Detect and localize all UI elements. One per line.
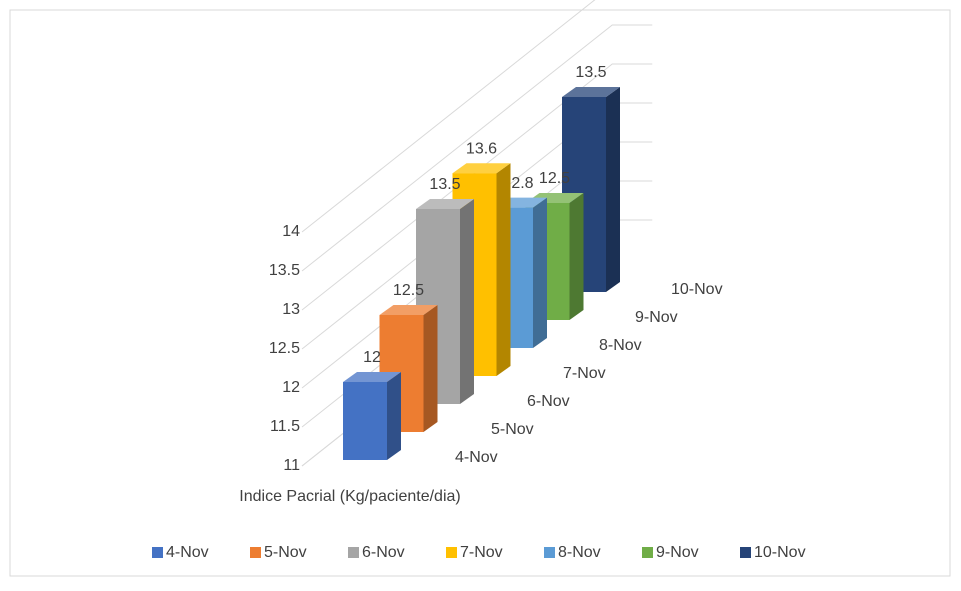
value-label: 13.5 <box>429 176 460 193</box>
bar-face <box>423 305 438 432</box>
value-label: 13.5 <box>575 64 606 81</box>
value-label: 12 <box>363 349 381 366</box>
y-tick-label: 11 <box>283 457 300 474</box>
bar-face <box>562 87 620 97</box>
legend-swatch <box>152 547 163 558</box>
bar-face <box>387 372 401 460</box>
depth-label: 4-Nov <box>455 449 498 466</box>
legend-swatch <box>348 547 359 558</box>
bar-face <box>343 382 387 460</box>
value-label: 13.6 <box>466 140 497 157</box>
value-label: 12.5 <box>539 170 570 187</box>
legend-label: 9-Nov <box>656 544 699 561</box>
legend-label: 4-Nov <box>166 544 209 561</box>
y-tick-label: 13.5 <box>269 262 300 279</box>
depth-label: 7-Nov <box>563 365 606 382</box>
bar-face <box>460 199 474 404</box>
bar-face <box>379 305 438 315</box>
legend-swatch <box>446 547 457 558</box>
y-tick-label: 13 <box>282 301 300 318</box>
bar-face <box>606 87 620 292</box>
y-tick-label: 12 <box>282 379 300 396</box>
bar-face <box>452 163 511 174</box>
legend-label: 5-Nov <box>264 544 307 561</box>
depth-label: 6-Nov <box>527 393 570 410</box>
grid-line <box>301 63 653 311</box>
legend-label: 6-Nov <box>362 544 405 561</box>
bar-face <box>533 197 547 348</box>
y-tick-label: 14 <box>282 223 300 240</box>
legend-swatch <box>740 547 751 558</box>
depth-label: 10-Nov <box>671 281 723 298</box>
legend-label: 10-Nov <box>754 544 806 561</box>
x-category-label: Indice Pacrial (Kg/paciente/dia) <box>239 488 460 505</box>
y-tick-label: 12.5 <box>269 340 300 357</box>
legend-label: 7-Nov <box>460 544 503 561</box>
bar-face <box>416 199 474 209</box>
depth-label: 5-Nov <box>491 421 534 438</box>
value-label: 12.5 <box>393 282 424 299</box>
legend-label: 8-Nov <box>558 544 601 561</box>
legend-swatch <box>250 547 261 558</box>
bar-face <box>343 372 401 382</box>
bar <box>343 372 401 460</box>
legend-swatch <box>642 547 653 558</box>
legend-swatch <box>544 547 555 558</box>
depth-label: 8-Nov <box>599 337 642 354</box>
grid-line <box>301 24 653 272</box>
y-tick-label: 11.5 <box>270 418 300 435</box>
bar-face <box>569 193 584 320</box>
depth-label: 9-Nov <box>635 309 678 326</box>
bar-face <box>496 163 511 376</box>
grid-line <box>301 0 596 233</box>
